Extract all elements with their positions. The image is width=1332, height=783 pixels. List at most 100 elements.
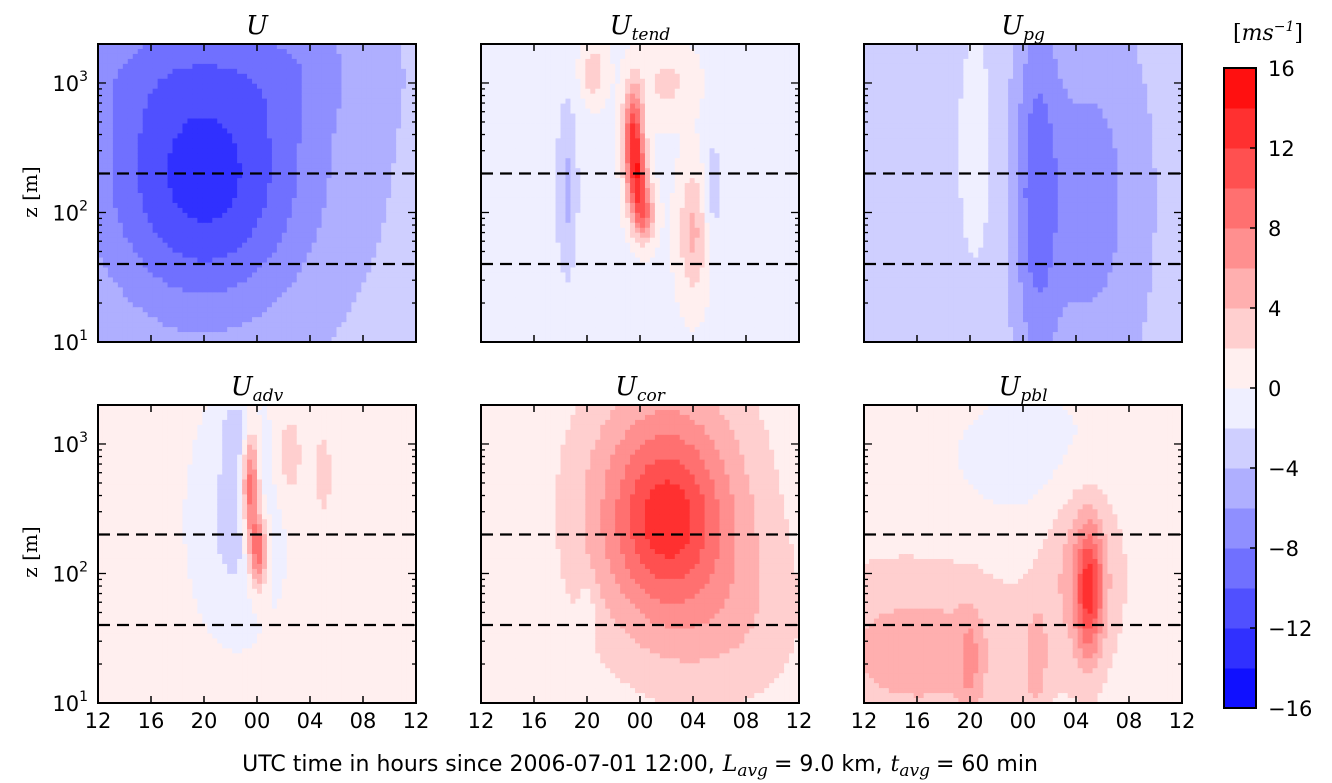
field-cell (117, 163, 124, 169)
field-cell (202, 237, 208, 244)
field-cell (271, 133, 278, 139)
field-cell (252, 178, 258, 184)
field-cell (391, 188, 397, 194)
field-cell (490, 247, 497, 254)
field-cell (396, 227, 402, 234)
field-cell (222, 63, 228, 70)
field-cell (555, 232, 562, 239)
field-cell (560, 247, 567, 254)
field-cell (396, 128, 402, 134)
field-cell (242, 73, 248, 80)
field-cell (321, 272, 328, 279)
field-cell (112, 217, 119, 224)
field-cell (396, 272, 402, 279)
field-cell (525, 53, 532, 60)
field-cell (565, 58, 572, 65)
field-cell (291, 143, 298, 149)
field-cell (396, 163, 402, 169)
field-cell (565, 68, 572, 75)
field-cell (261, 252, 268, 259)
field-cell (560, 88, 567, 95)
field-cell (266, 232, 273, 239)
field-cell (157, 153, 164, 159)
field-cell (520, 193, 527, 199)
field-cell (122, 272, 129, 279)
field-cell (316, 108, 323, 115)
field-cell (286, 297, 293, 303)
field-cell (202, 197, 208, 204)
field-cell (276, 193, 283, 199)
field-cell (565, 193, 572, 199)
field-cell (142, 282, 149, 288)
field-cell (555, 68, 562, 75)
field-cell (117, 197, 124, 204)
field-cell (117, 108, 124, 115)
field-cell (237, 292, 243, 298)
field-cell (107, 118, 114, 125)
field-cell (98, 68, 104, 75)
field-cell (247, 118, 253, 125)
field-cell (296, 178, 303, 184)
field-cell (331, 48, 338, 55)
field-cell (207, 292, 213, 298)
field-cell (202, 327, 208, 333)
field-cell (356, 197, 362, 204)
field-cell (112, 83, 119, 90)
field-cell (132, 128, 139, 134)
field-cell (257, 73, 263, 80)
field-cell (127, 93, 134, 100)
field-cell (500, 267, 507, 274)
field-cell (560, 183, 567, 189)
field-cell (117, 173, 124, 179)
field-cell (122, 292, 129, 298)
field-cell (266, 297, 273, 303)
field-cell (346, 332, 353, 338)
field-cell (117, 332, 124, 338)
field-cell (560, 118, 567, 125)
field-cell (321, 252, 328, 259)
field-cell (490, 128, 497, 134)
field-cell (396, 287, 402, 293)
field-cell (505, 53, 512, 60)
field-cell (530, 317, 537, 323)
field-cell (132, 257, 139, 264)
field-cell (381, 138, 387, 144)
field-cell (217, 327, 223, 333)
field-cell (122, 197, 129, 204)
field-cell (232, 282, 238, 288)
field-cell (505, 118, 512, 125)
field-cell (197, 282, 203, 288)
field-cell (122, 242, 129, 249)
field-cell (386, 322, 392, 328)
field-cell (565, 277, 572, 283)
field-cell (386, 272, 392, 279)
field-cell (351, 163, 357, 169)
field-cell (500, 202, 507, 209)
field-cell (406, 257, 412, 264)
field-cell (386, 138, 392, 144)
field-cell (555, 227, 562, 234)
field-cell (242, 302, 248, 308)
field-cell (212, 108, 218, 115)
field-cell (481, 202, 487, 209)
field-cell (217, 138, 223, 144)
field-cell (276, 312, 283, 318)
field-cell (122, 337, 129, 342)
field-cell (401, 83, 407, 90)
field-cell (137, 183, 144, 189)
field-cell (296, 312, 303, 318)
field-cell (560, 317, 567, 323)
field-cell (301, 103, 308, 110)
field-cell (411, 232, 416, 239)
field-cell (485, 98, 492, 105)
field-cell (137, 257, 144, 264)
field-cell (142, 88, 149, 95)
field-cell (535, 48, 542, 55)
field-cell (490, 297, 497, 303)
field-cell (217, 202, 223, 209)
field-cell (127, 202, 134, 209)
field-cell (391, 232, 397, 239)
field-cell (257, 58, 263, 65)
field-cell (311, 153, 318, 159)
field-cell (321, 168, 328, 174)
